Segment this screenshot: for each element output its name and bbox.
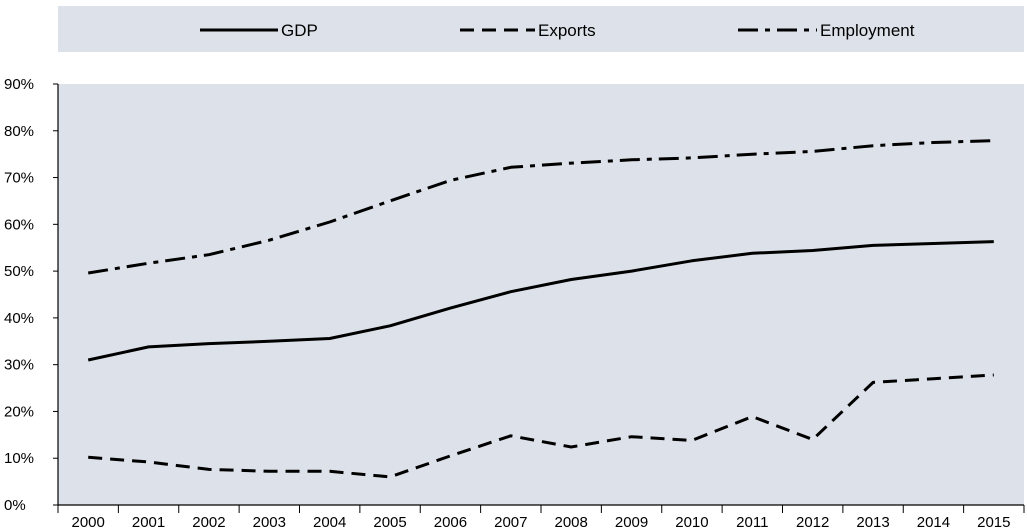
x-tick-label: 2007 [494, 514, 527, 530]
legend-label-gdp: GDP [281, 21, 318, 40]
y-tick-label: 90% [4, 76, 34, 93]
x-tick-label: 2011 [736, 514, 768, 530]
x-tick-label: 2005 [373, 514, 406, 530]
y-tick-label: 60% [4, 216, 34, 233]
y-tick-label: 30% [4, 357, 34, 374]
series-line-employment [87, 139, 994, 275]
x-tick-label: 2013 [856, 514, 889, 530]
y-axis-ticks: 0% 10% 20% 30% 40% 50% 60% 70% 80% 90% [4, 76, 58, 514]
x-tick-label: 2009 [615, 514, 648, 530]
x-tick-label: 2015 [977, 514, 1010, 530]
y-tick-label: 50% [4, 263, 34, 280]
x-tick-label: 2002 [192, 514, 225, 530]
legend: GDP Exports Employment [200, 21, 915, 40]
y-tick-label: 70% [4, 170, 34, 187]
x-axis-ticks: 2000 2001 2002 2003 2004 2005 2006 2007 2008 2009… [57, 505, 1025, 530]
series-lines [87, 139, 994, 479]
x-tick-label: 2000 [72, 514, 105, 530]
x-tick-label: 2012 [796, 514, 829, 530]
y-tick-label: 10% [4, 450, 34, 467]
legend-label-exports: Exports [538, 21, 596, 40]
y-tick-label: 20% [4, 403, 34, 420]
y-tick-label: 0% [4, 497, 26, 514]
x-tick-label: 2001 [132, 514, 165, 530]
x-tick-label: 2006 [434, 514, 467, 530]
plot-area [58, 84, 1024, 505]
series-line-gdp [87, 240, 994, 362]
y-tick-label: 40% [4, 310, 34, 327]
x-tick-label: 2004 [313, 514, 346, 530]
x-tick-label: 2010 [675, 514, 708, 530]
legend-label-employment: Employment [820, 21, 915, 40]
y-tick-label: 80% [4, 123, 34, 140]
x-tick-label: 2008 [555, 514, 588, 530]
x-tick-label: 2003 [253, 514, 286, 530]
x-tick-label: 2014 [917, 514, 950, 530]
